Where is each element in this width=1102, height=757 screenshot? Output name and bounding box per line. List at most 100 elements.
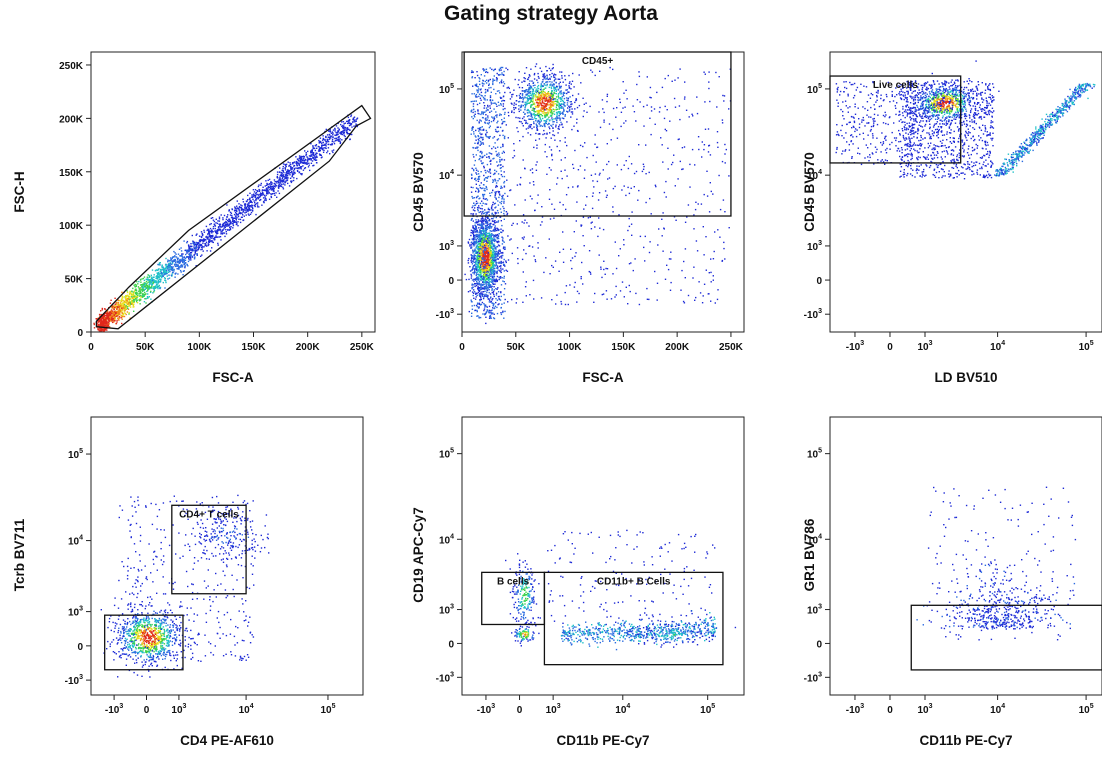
- event-dot: [263, 197, 264, 198]
- event-dot: [119, 300, 120, 301]
- event-dot: [284, 167, 285, 168]
- event-dot: [155, 278, 156, 279]
- event-dot: [210, 228, 211, 229]
- event-dot: [557, 117, 558, 118]
- event-dot: [139, 288, 140, 289]
- event-dot: [252, 205, 253, 206]
- event-dots: [93, 114, 358, 331]
- event-dot: [160, 279, 161, 280]
- event-dot: [226, 222, 227, 223]
- event-dot: [131, 291, 132, 292]
- event-dot: [504, 219, 505, 220]
- event-dot: [254, 200, 255, 201]
- event-dot: [174, 259, 175, 260]
- event-dot: [259, 194, 260, 195]
- event-dot: [494, 251, 495, 252]
- event-dot: [230, 222, 231, 223]
- event-dot: [266, 188, 267, 189]
- event-dot: [476, 256, 477, 257]
- event-dot: [128, 298, 129, 299]
- event-dot: [486, 278, 487, 279]
- event-dot: [482, 208, 483, 209]
- event-dot: [482, 221, 483, 222]
- event-dot: [538, 133, 539, 134]
- event-dot: [513, 90, 514, 91]
- event-dot: [153, 277, 154, 278]
- event-dot: [286, 180, 287, 181]
- event-dot: [349, 125, 350, 126]
- event-dot: [235, 210, 236, 211]
- event-dot: [114, 316, 115, 317]
- event-dot: [271, 188, 272, 189]
- event-dot: [549, 123, 550, 124]
- event-dot: [481, 250, 482, 251]
- event-dot: [94, 327, 95, 328]
- event-dot: [481, 220, 482, 221]
- event-dot: [527, 132, 528, 133]
- event-dot: [551, 106, 552, 107]
- event-dot: [542, 118, 543, 119]
- event-dot: [496, 171, 497, 172]
- event-dot: [485, 255, 486, 256]
- event-dot: [539, 100, 540, 101]
- event-dot: [555, 118, 556, 119]
- event-dot: [480, 270, 481, 271]
- event-dot: [488, 264, 489, 265]
- event-dot: [309, 165, 310, 166]
- event-dot: [508, 112, 509, 113]
- event-dot: [115, 313, 116, 314]
- event-dot: [500, 269, 501, 270]
- event-dot: [283, 166, 284, 167]
- event-dot: [522, 95, 523, 96]
- event-dot: [475, 180, 476, 181]
- event-dot: [281, 174, 282, 175]
- event-dot: [337, 127, 338, 128]
- event-dot: [280, 185, 281, 186]
- event-dot: [569, 107, 570, 108]
- event-dot: [207, 230, 208, 231]
- event-dot: [521, 105, 522, 106]
- event-dot: [201, 254, 202, 255]
- event-dot: [559, 71, 560, 72]
- event-dot: [111, 319, 112, 320]
- event-dot: [525, 91, 526, 92]
- event-dot: [213, 220, 214, 221]
- event-dot: [497, 258, 498, 259]
- event-dot: [495, 265, 496, 266]
- event-dot: [230, 229, 231, 230]
- event-dot: [192, 243, 193, 244]
- event-dot: [193, 246, 194, 247]
- event-dot: [471, 257, 472, 258]
- event-dot: [523, 105, 524, 106]
- event-dot: [163, 282, 164, 283]
- event-dot: [118, 300, 119, 301]
- event-dot: [251, 194, 252, 195]
- event-dot: [522, 118, 523, 119]
- event-dot: [520, 109, 521, 110]
- x-tick-label: 150K: [242, 342, 267, 353]
- event-dot: [196, 244, 197, 245]
- event-dot: [146, 287, 147, 288]
- event-dot: [128, 306, 129, 307]
- event-dot: [561, 106, 562, 107]
- event-dot: [101, 328, 102, 329]
- event-dot: [546, 123, 547, 124]
- event-dot: [292, 167, 293, 168]
- event-dot: [275, 192, 276, 193]
- event-dot: [304, 156, 305, 157]
- event-dot: [274, 195, 275, 196]
- event-dot: [571, 103, 572, 104]
- event-dot: [347, 123, 348, 124]
- event-dot: [240, 213, 241, 214]
- event-dot: [481, 268, 482, 269]
- event-dot: [214, 221, 215, 222]
- event-dot: [565, 137, 566, 138]
- event-dot: [228, 221, 229, 222]
- event-dot: [547, 76, 548, 77]
- event-dot: [275, 181, 276, 182]
- event-dot: [174, 256, 175, 257]
- event-dot: [532, 93, 533, 94]
- event-dot: [208, 243, 209, 244]
- event-dot: [97, 328, 98, 329]
- event-dot: [546, 70, 547, 71]
